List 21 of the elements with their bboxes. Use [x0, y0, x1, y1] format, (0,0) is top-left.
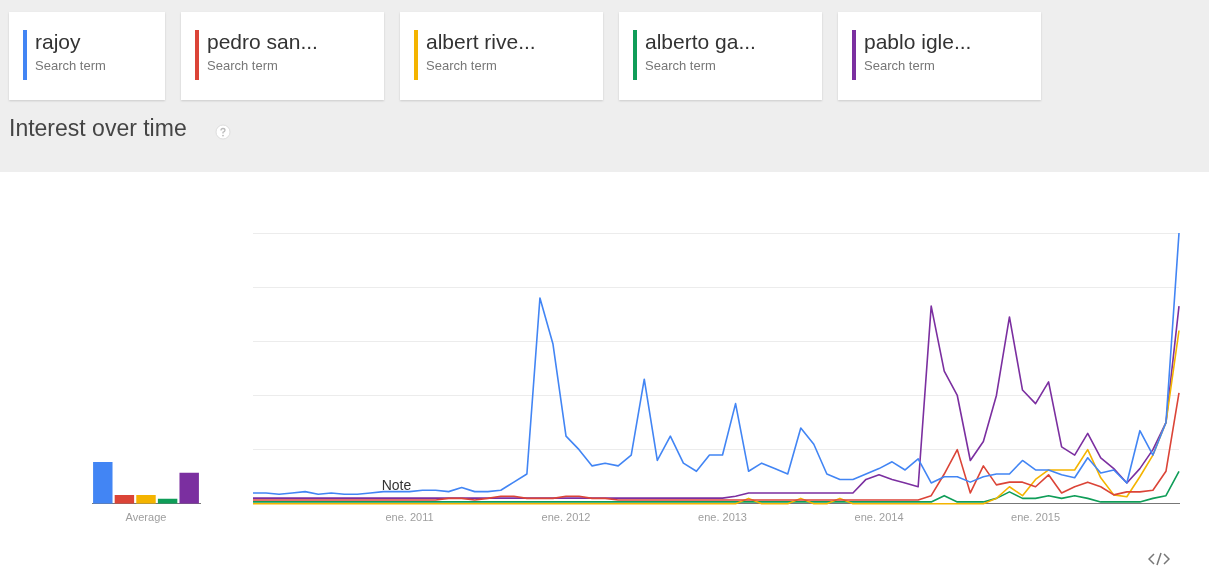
legend-label: alberto ga... [645, 30, 756, 54]
bar [179, 472, 199, 504]
x-tick-label: ene. 2014 [854, 511, 904, 524]
x-tick-label: Average [125, 511, 167, 524]
legend-title: Search term [207, 58, 279, 73]
x-tick-label: ene. 2013 [698, 511, 747, 524]
bar [136, 495, 156, 504]
annotation: Note [381, 476, 412, 493]
legend-label: pablo igle... [864, 30, 972, 54]
legend-label: albert rive... [426, 30, 536, 54]
text: Search term [426, 58, 497, 73]
chart-title: Interest over time [9, 115, 187, 142]
x-tick-label: ene. 2012 [541, 511, 591, 524]
text: Search term [35, 58, 106, 73]
x-tick-label: ene. 2015 [1011, 511, 1060, 524]
x-tick-label: ene. 2011 [385, 511, 434, 524]
legend-label: pedro san... [207, 30, 318, 54]
legend-label: rajoy [35, 30, 82, 54]
text: Search term [645, 58, 716, 73]
bar [93, 462, 113, 504]
text: Search term [864, 58, 935, 73]
